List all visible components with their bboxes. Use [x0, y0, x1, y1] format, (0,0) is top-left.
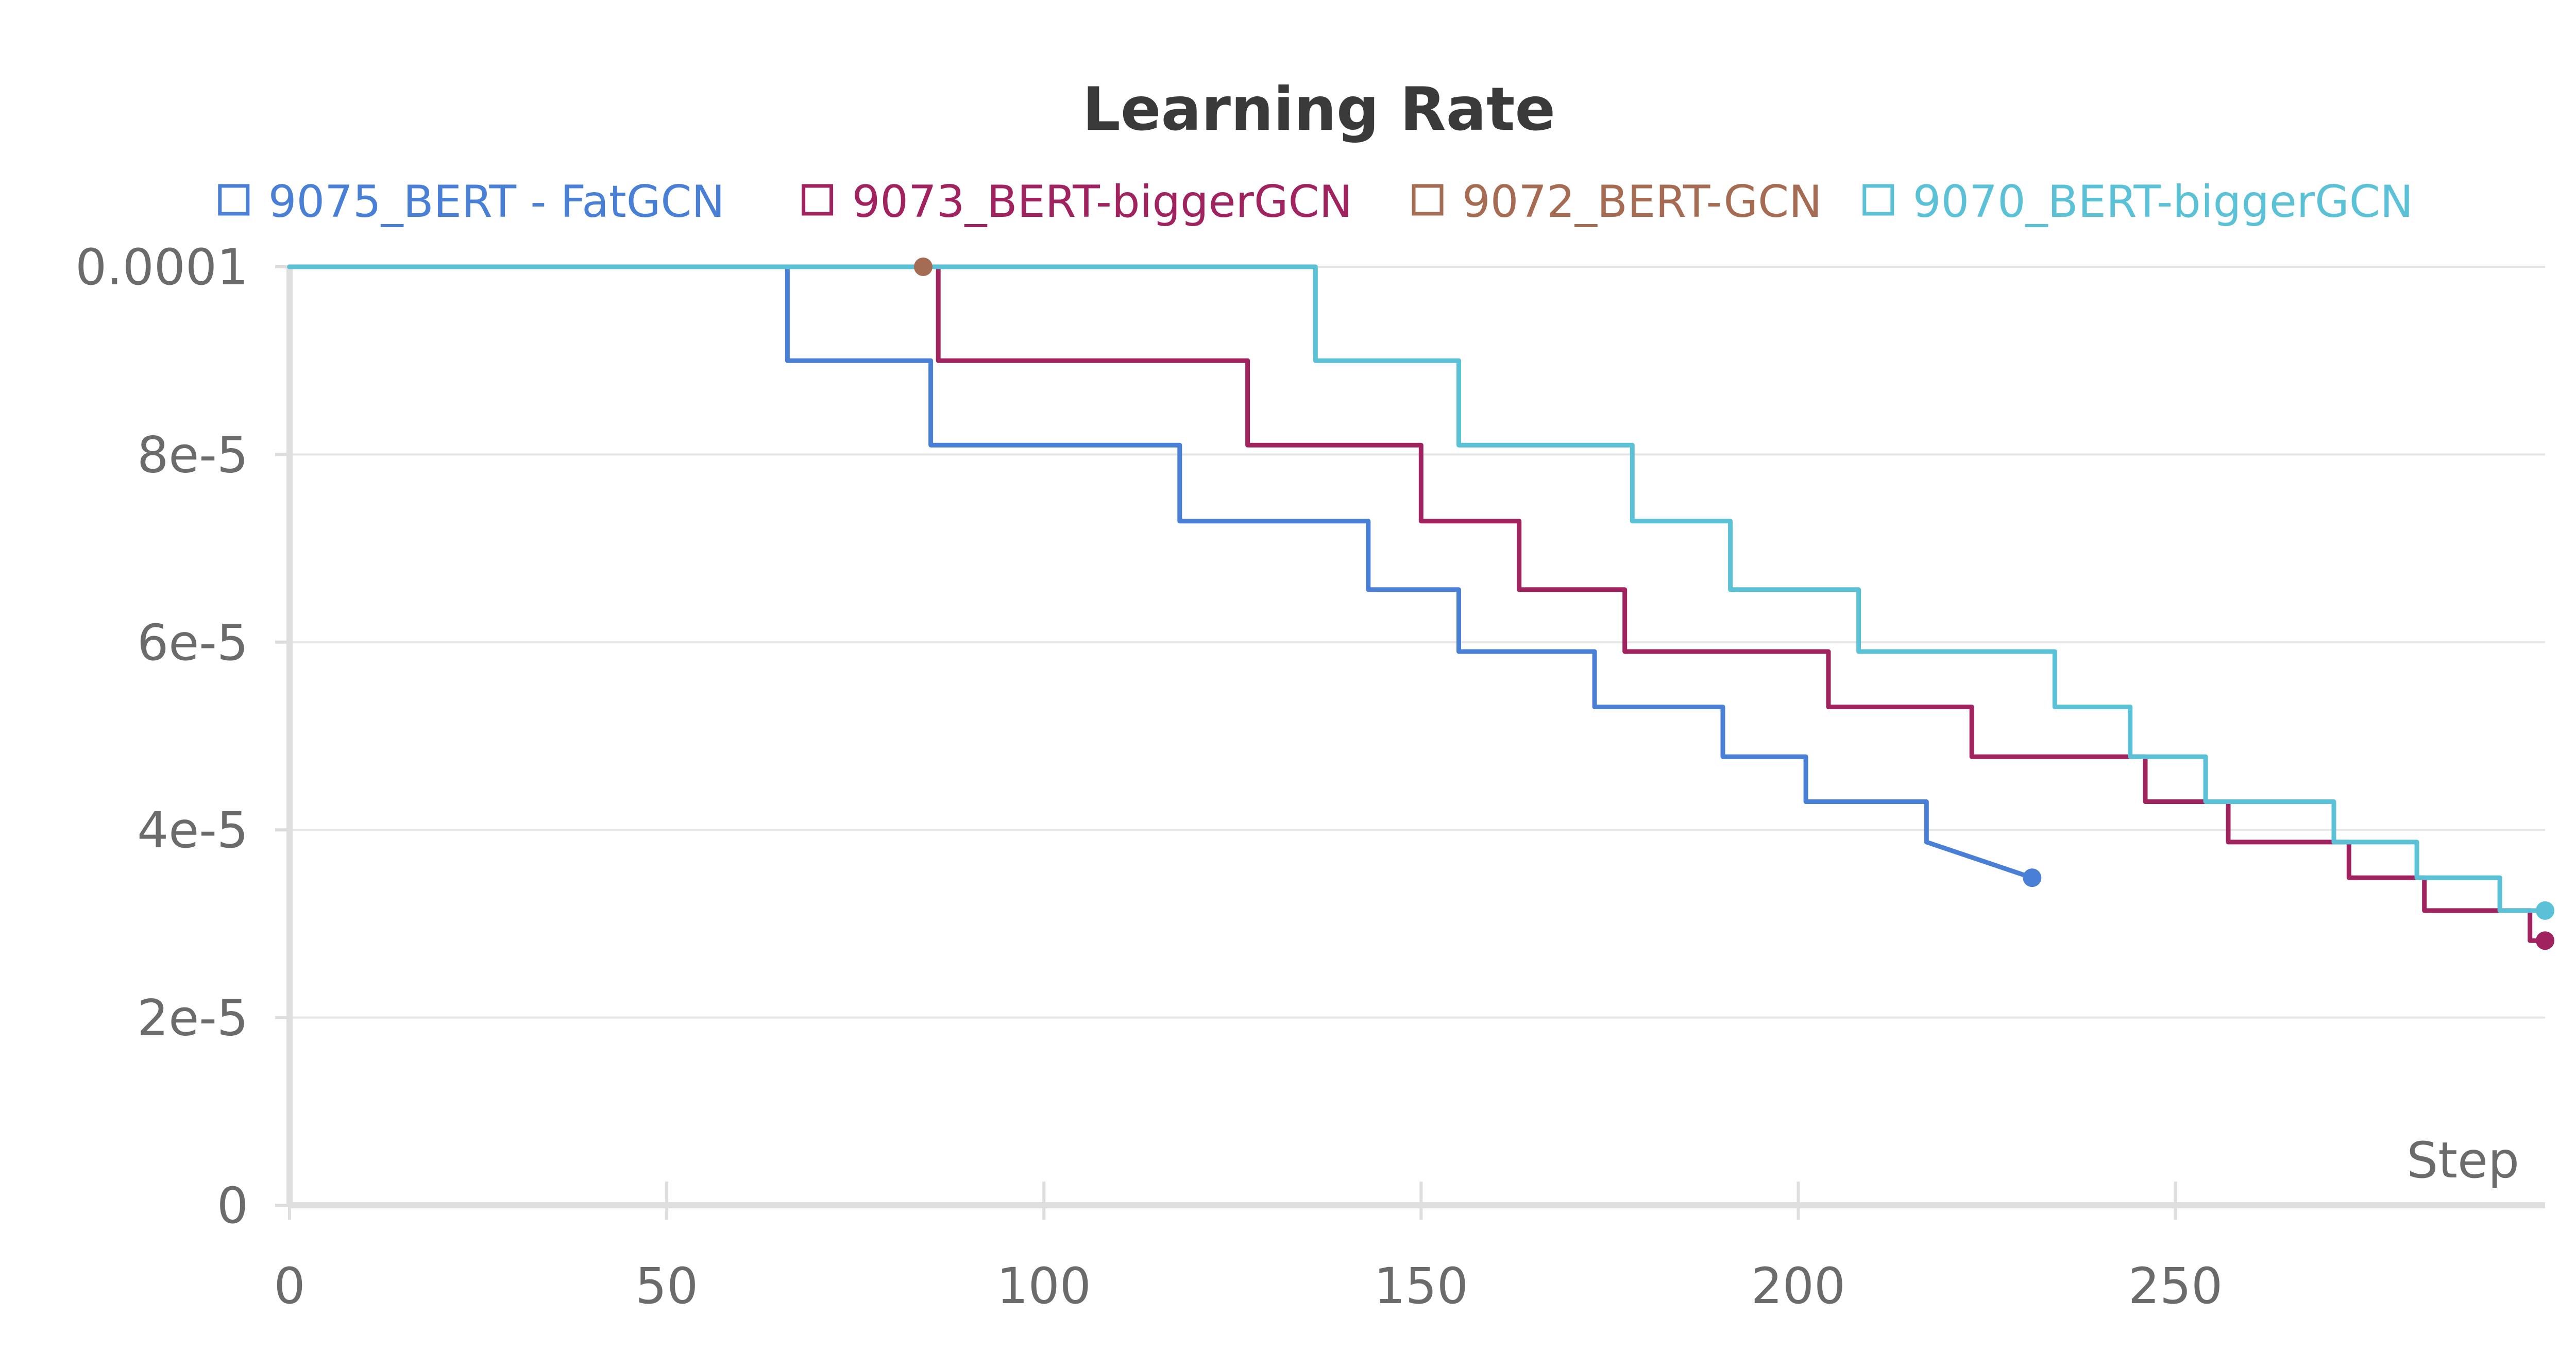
- legend-item[interactable]: 9070_BERT-biggerGCN: [1862, 176, 2413, 228]
- y-tick-label: 0: [217, 1177, 248, 1235]
- x-tick-label: 250: [2128, 1257, 2223, 1315]
- x-tick-label: 200: [1751, 1257, 1845, 1315]
- y-tick-label: 0.0001: [75, 238, 248, 296]
- series-layer: [287, 258, 2554, 950]
- series-endpoint-marker: [2536, 901, 2554, 920]
- legend-label: 9075_BERT - FatGCN: [268, 176, 725, 228]
- y-tick-label: 8e-5: [137, 426, 248, 484]
- legend-label: 9072_BERT-GCN: [1462, 176, 1822, 228]
- gridlines: [290, 266, 2545, 1019]
- legend-item[interactable]: 9073_BERT-biggerGCN: [802, 176, 1352, 228]
- y-tick-label: 4e-5: [137, 801, 248, 859]
- x-tick-label: 0: [274, 1257, 305, 1315]
- x-tick-label: 150: [1374, 1257, 1468, 1315]
- legend[interactable]: 9075_BERT - FatGCN 9073_BERT-biggerGCN 907…: [218, 176, 2413, 228]
- series-line: [287, 264, 2548, 913]
- y-tick-label: 6e-5: [137, 614, 248, 672]
- legend-swatch: [802, 184, 834, 216]
- legend-item[interactable]: 9072_BERT-GCN: [1412, 176, 1822, 228]
- series-endpoint-marker: [2023, 868, 2042, 887]
- legend-item[interactable]: 9075_BERT - FatGCN: [218, 176, 725, 228]
- legend-swatch: [1412, 184, 1444, 216]
- series-endpoint-marker: [2536, 931, 2554, 950]
- legend-label: 9070_BERT-biggerGCN: [1913, 176, 2413, 228]
- legend-swatch: [1862, 184, 1894, 216]
- series-line: [287, 264, 2548, 943]
- chart-title: Learning Rate: [1082, 75, 1555, 144]
- x-tick-label: 100: [997, 1257, 1091, 1315]
- x-tick-label: 50: [635, 1257, 698, 1315]
- legend-swatch: [218, 184, 250, 216]
- series-line: [287, 264, 2035, 880]
- legend-label: 9073_BERT-biggerGCN: [852, 176, 1352, 228]
- y-tick-label: 2e-5: [137, 989, 248, 1047]
- series-endpoint-marker: [913, 258, 933, 276]
- x-axis-title: Step: [2406, 1132, 2519, 1189]
- axes: 0 2e-5 4e-5 6e-5 8e-5 0.0001 0 50 100 150 200 250: [75, 238, 2545, 1315]
